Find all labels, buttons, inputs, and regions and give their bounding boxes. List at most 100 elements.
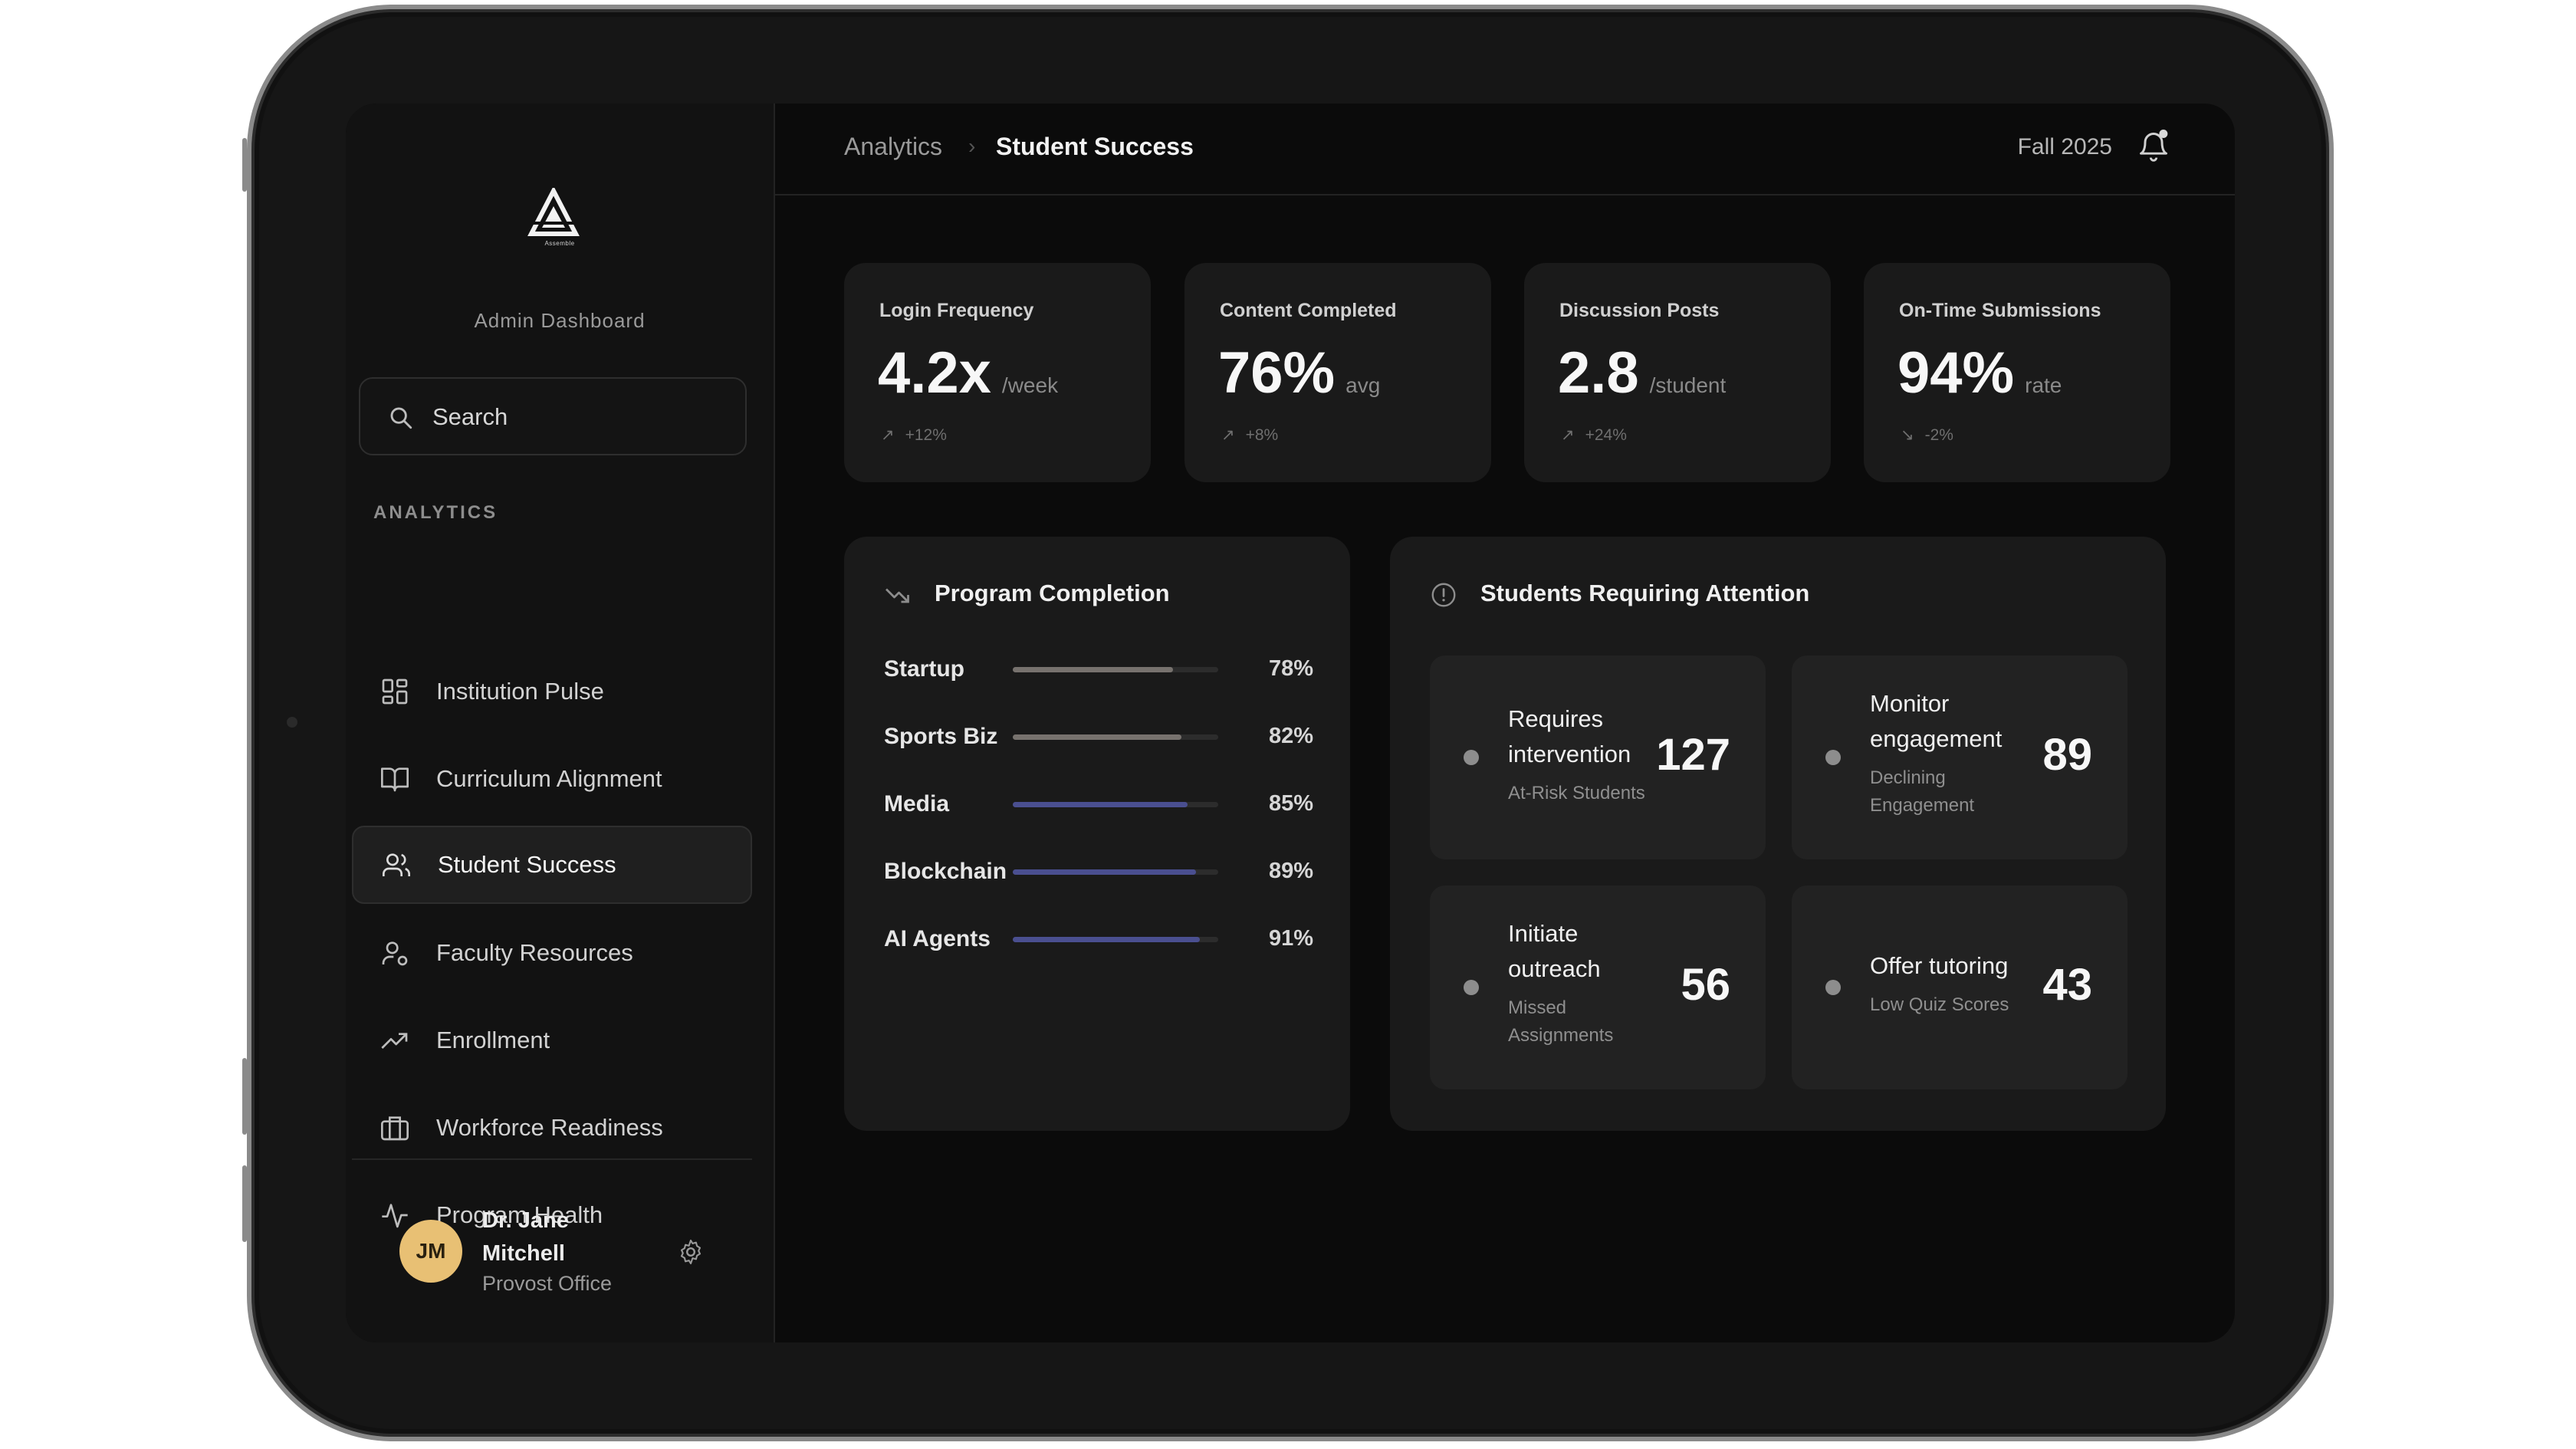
attention-title: Monitor engagement [1870, 690, 2003, 752]
progress-track [1013, 802, 1218, 807]
trending-down-icon [886, 588, 909, 603]
sidebar-item-curriculum-alignment[interactable]: Curriculum Alignment [352, 740, 752, 818]
grid-icon [382, 678, 408, 705]
stat-label: On-Time Submissions [1899, 300, 2101, 321]
program-row: Blockchain 89% [884, 856, 1313, 886]
book-icon [381, 767, 409, 792]
attention-count: 89 [2042, 730, 2092, 780]
sidebar-item-faculty-resources[interactable]: Faculty Resources [352, 914, 752, 992]
program-name: Media [884, 791, 950, 816]
program-value: 89% [1268, 859, 1313, 883]
status-dot [1825, 980, 1841, 995]
program-value: 78% [1268, 656, 1313, 681]
sidebar-item-student-success[interactable]: Student Success [352, 826, 752, 904]
arrow-up-right-icon: ↗ [1561, 426, 1575, 444]
program-row: Sports Biz 82% [884, 721, 1313, 751]
attention-panel: Students Requiring Attention Requires in… [1390, 537, 2166, 1131]
attention-subtitle: Missed Assignments [1508, 997, 1614, 1046]
program-name: Blockchain [884, 859, 1007, 884]
search-icon [390, 407, 412, 429]
sidebar: Assemble Admin Dashboard ANALYTICS Insti… [346, 104, 775, 1342]
search-input[interactable] [431, 379, 725, 455]
top-header: Analytics › Student Success Fall 2025 [775, 104, 2235, 196]
attention-subtitle: Low Quiz Scores [1870, 994, 2009, 1015]
stat-delta: ↗ +24% [1561, 426, 1627, 445]
sidebar-item-label: Student Success [438, 851, 616, 878]
sidebar-item-workforce-readiness[interactable]: Workforce Readiness [352, 1089, 752, 1167]
program-row: Media 85% [884, 788, 1313, 819]
program-value: 82% [1268, 724, 1313, 748]
logo-icon [527, 188, 580, 236]
attention-card-tutoring[interactable]: Offer tutoring Low Quiz Scores 43 [1792, 886, 2128, 1089]
attention-count: 56 [1681, 960, 1730, 1010]
stat-value: 76% avg [1218, 340, 1380, 406]
bell-icon[interactable] [2137, 128, 2170, 165]
camera-dot [287, 717, 297, 728]
search-box[interactable] [359, 377, 747, 455]
sidebar-item-program-health[interactable]: Program Health [352, 1176, 752, 1254]
user-role: Provost Office [482, 1272, 613, 1295]
admin-title: Admin Dashboard [474, 309, 646, 332]
stat-delta-value: +8% [1245, 426, 1279, 444]
stat-number: 76% [1218, 340, 1336, 406]
sidebar-item-institution-pulse[interactable]: Institution Pulse [352, 652, 752, 731]
progress-fill [1013, 667, 1174, 672]
progress-track [1013, 667, 1218, 672]
progress-fill [1013, 869, 1196, 875]
sidebar-item-label: Faculty Resources [436, 939, 633, 966]
stat-card-on-time-submissions: On-Time Submissions 94% rate ↘ -2% [1864, 263, 2170, 482]
stat-number: 4.2x [878, 340, 991, 406]
stat-delta: ↘ -2% [1901, 426, 1953, 445]
attention-title: Offer tutoring [1870, 952, 2009, 979]
sidebar-item-label: Institution Pulse [436, 678, 604, 705]
logo-wordmark: Assemble [544, 240, 575, 247]
stat-card-login-frequency: Login Frequency 4.2x/week ↗ +12% [844, 263, 1151, 482]
sidebar-item-label: Workforce Readiness [436, 1114, 663, 1141]
stat-label: Discussion Posts [1559, 300, 1720, 321]
breadcrumb-analytics[interactable]: Analytics [844, 133, 943, 160]
stat-label: Login Frequency [879, 300, 1034, 321]
sidebar-divider [352, 1158, 752, 1160]
avatar[interactable]: JM [399, 1220, 462, 1283]
stat-card-discussion-posts: Discussion Posts 2.8/student ↗ +24% [1524, 263, 1831, 482]
gear-icon[interactable] [677, 1238, 705, 1266]
activity-icon [382, 1204, 408, 1228]
stat-delta-value: +24% [1585, 426, 1627, 444]
users-icon [383, 853, 410, 876]
program-completion-panel: Program Completion Startup 78% Sports Bi… [844, 537, 1350, 1131]
arrow-up-right-icon: ↗ [881, 426, 895, 444]
term-selector[interactable]: Fall 2025 [2017, 134, 2112, 159]
user-name: Dr. Jane Mitchell [482, 1208, 569, 1266]
breadcrumb-current: Student Success [996, 133, 1194, 160]
breadcrumb-separator: › [968, 134, 976, 158]
sidebar-item-label: Enrollment [436, 1027, 550, 1053]
attention-subtitle: At-Risk Students [1508, 783, 1645, 803]
program-row: Startup 78% [884, 653, 1313, 684]
attention-card-intervention[interactable]: Requires intervention At-Risk Students 1… [1430, 656, 1766, 859]
progress-track [1013, 869, 1218, 875]
program-name: AI Agents [884, 926, 991, 951]
stat-unit: avg [1346, 373, 1381, 397]
stat-delta: ↗ +12% [881, 426, 947, 445]
arrow-up-right-icon: ↗ [1221, 426, 1235, 444]
sidebar-item-label: Curriculum Alignment [436, 765, 662, 792]
attention-subtitle: Declining Engagement [1870, 767, 1975, 816]
stat-value: 4.2x/week [878, 340, 1058, 406]
program-value: 85% [1268, 791, 1313, 816]
attention-title: Requires intervention [1508, 705, 1631, 767]
stat-label: Content Completed [1220, 300, 1397, 321]
stat-card-content-completed: Content Completed 76% avg ↗ +8% [1184, 263, 1491, 482]
program-name: Startup [884, 656, 964, 682]
panel-title: Students Requiring Attention [1480, 580, 1810, 606]
attention-card-outreach[interactable]: Initiate outreach Missed Assignments 56 [1430, 886, 1766, 1089]
status-dot [1464, 980, 1479, 995]
attention-card-engagement[interactable]: Monitor engagement Declining Engagement … [1792, 656, 2128, 859]
sidebar-item-enrollment[interactable]: Enrollment [352, 1001, 752, 1079]
stat-delta: ↗ +8% [1221, 426, 1278, 445]
alert-circle-icon [1431, 583, 1456, 607]
attention-title: Initiate outreach [1508, 920, 1601, 982]
section-label: ANALYTICS [373, 502, 498, 523]
trending-up-icon [381, 1033, 408, 1049]
user-icon [382, 941, 408, 966]
arrow-down-right-icon: ↘ [1901, 426, 1914, 444]
